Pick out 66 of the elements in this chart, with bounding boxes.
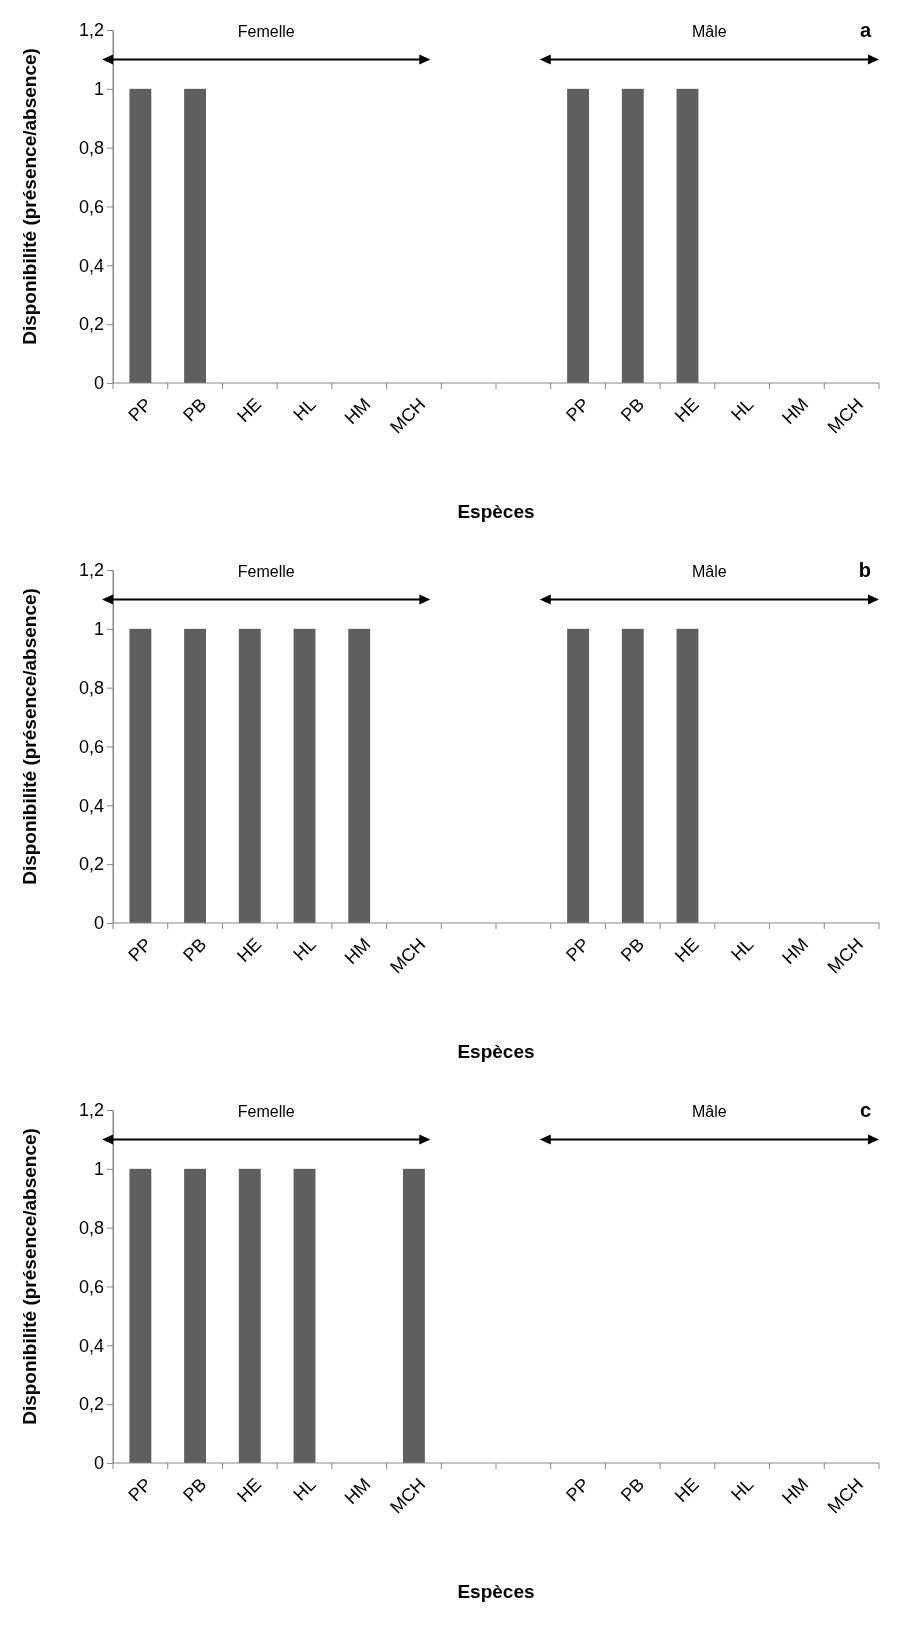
x-tick-label: HL [727,934,758,965]
y-tick-label: 0,4 [78,1335,104,1356]
x-tick-label: HL [727,1474,758,1505]
y-tick-label: 0,4 [78,255,104,276]
annotation: Mâle [692,563,727,581]
annotation: a [859,19,872,42]
x-tick-label: HM [778,394,813,429]
y-tick-label: 1,2 [78,560,104,581]
y-axis-title: Disponibilité (présence/absence) [19,48,40,345]
annotation: Femelle [237,563,295,581]
x-tick-label: PP [562,1474,594,1506]
x-tick-label: HM [340,394,375,429]
y-tick-label: 0,6 [78,196,104,217]
y-tick-label: 0,2 [78,854,104,875]
y-tick-label: 0 [93,1453,104,1474]
y-tick-label: 0 [93,373,104,394]
x-tick-label: HL [289,394,320,425]
y-tick-label: 0,6 [78,736,104,757]
y-tick-label: 1,2 [78,1100,104,1121]
annotation: Femelle [237,1103,295,1121]
x-tick-label: PB [616,1474,649,1506]
x-tick-label: HM [778,934,813,969]
y-tick-label: 0,2 [78,314,104,335]
y-axis-title: Disponibilité (présence/absence) [19,1128,40,1425]
y-tick-label: 0,4 [78,795,104,816]
y-tick-label: 1 [93,79,104,100]
x-tick-label: PP [124,934,156,966]
x-tick-label: PP [124,394,156,426]
y-tick-label: 1 [93,1159,104,1180]
y-tick-label: 1,2 [78,20,104,41]
x-tick-label: HM [340,1474,375,1509]
x-tick-label: HL [289,934,320,965]
annotation: Mâle [692,23,727,41]
y-tick-label: 0,2 [78,1394,104,1415]
x-tick-label: HE [670,1474,703,1506]
x-tick-label: PP [562,394,594,426]
x-tick-label: PB [616,934,649,966]
x-axis-title: Espèces [457,501,535,522]
annotation: Femelle [237,23,295,41]
x-tick-label: HE [670,394,703,426]
annotation: c [859,1099,871,1122]
x-axis-title: Espèces [457,1581,535,1602]
x-tick-label: HE [233,1474,266,1506]
x-tick-label: PB [179,394,211,426]
x-tick-label: HM [340,934,375,969]
y-tick-label: 0,6 [78,1276,104,1297]
y-tick-label: 1 [93,619,104,640]
y-tick-label: 0,8 [78,1217,104,1238]
y-axis-title: Disponibilité (présence/absence) [19,588,40,885]
x-tick-label: PB [179,1474,211,1506]
y-tick-label: 0,8 [78,677,104,698]
x-axis-title: Espèces [457,1041,535,1062]
x-tick-label: HE [233,394,266,426]
x-tick-label: PP [562,934,594,966]
x-tick-label: HE [233,934,266,966]
y-tick-label: 0 [93,913,104,934]
annotation: b [858,559,871,582]
x-tick-label: PB [616,394,649,426]
x-tick-label: HL [727,394,758,425]
x-tick-label: PB [179,934,211,966]
x-tick-label: HE [670,934,703,966]
x-tick-label: HL [289,1474,320,1505]
annotation: Mâle [692,1103,727,1121]
x-tick-label: PP [124,1474,156,1506]
x-tick-label: HM [778,1474,813,1509]
y-tick-label: 0,8 [78,137,104,158]
